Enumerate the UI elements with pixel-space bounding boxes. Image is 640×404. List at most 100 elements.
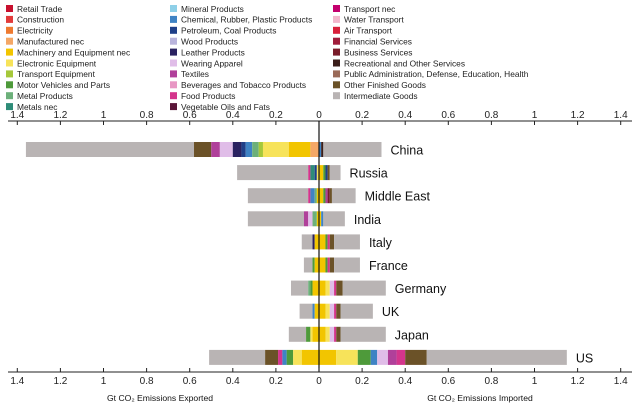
tick-label: 0 bbox=[316, 376, 322, 387]
legend-label: Beverages and Tobacco Products bbox=[181, 80, 306, 90]
legend-swatch bbox=[6, 48, 13, 56]
bar-segment-exported bbox=[25, 142, 195, 157]
legend-label: Wearing Apparel bbox=[181, 58, 243, 68]
bar-segment-exported bbox=[258, 142, 263, 157]
legend-label: Metal Products bbox=[17, 91, 73, 101]
legend-swatch bbox=[333, 5, 340, 12]
bar-segment-imported bbox=[329, 326, 335, 342]
bar-segment-imported bbox=[336, 303, 341, 319]
bar-segment-imported bbox=[325, 234, 328, 250]
legend-label: Recreational and Other Services bbox=[344, 58, 465, 68]
bar-segment-exported bbox=[247, 188, 309, 204]
bar-segment-imported bbox=[321, 142, 324, 157]
legend-swatch bbox=[6, 81, 13, 89]
bar-segment-imported bbox=[323, 188, 326, 204]
legend-swatch bbox=[6, 5, 13, 12]
legend-label: Mineral Products bbox=[181, 4, 244, 14]
bar-segment-exported bbox=[308, 188, 311, 204]
bar-segment-imported bbox=[325, 188, 328, 204]
bar-segment-imported bbox=[327, 165, 330, 181]
tick-label: 1 bbox=[532, 376, 538, 387]
country-label: India bbox=[354, 213, 381, 227]
legend-swatch bbox=[170, 26, 177, 34]
bar-segment-imported bbox=[325, 165, 328, 181]
legend-label: Retail Trade bbox=[17, 4, 62, 14]
legend-swatch bbox=[170, 59, 177, 67]
legend-swatch bbox=[333, 81, 340, 89]
xlabel-exported: Gt CO₂ Emissions Exported bbox=[107, 393, 213, 403]
bar-segment-exported bbox=[194, 142, 212, 157]
tick-label: 0.6 bbox=[441, 376, 455, 387]
bar-segment-exported bbox=[312, 211, 317, 227]
legend-label: Electronic Equipment bbox=[17, 58, 97, 68]
legend-label: Business Services bbox=[344, 47, 412, 57]
bar-segment-exported bbox=[293, 349, 302, 365]
bar-segment-imported bbox=[334, 280, 337, 296]
bar-segment-imported bbox=[329, 165, 341, 181]
tick-label: 1.2 bbox=[571, 376, 585, 387]
bar-segment-imported bbox=[377, 349, 388, 365]
legend-label: Chemical, Rubber, Plastic Products bbox=[181, 15, 312, 25]
legend-label: Water Transport bbox=[344, 15, 404, 25]
legend-swatch bbox=[170, 92, 177, 100]
bar-segment-exported bbox=[299, 303, 313, 319]
country-label: Japan bbox=[395, 328, 429, 342]
legend-swatch bbox=[6, 37, 13, 45]
legend: Retail TradeConstructionElectricityManuf… bbox=[6, 4, 529, 112]
bar-segment-imported bbox=[357, 349, 371, 365]
bar-segment-exported bbox=[288, 142, 311, 157]
top-axis: 1.4 1.2 1 0.8 0.6 0.4 0.2 0 0.2 0.4 0.6 0.8 1 1.2 1.4 bbox=[8, 110, 632, 125]
legend-swatch bbox=[170, 37, 177, 45]
bar-segment-imported bbox=[319, 257, 326, 273]
tick-label: 0.6 bbox=[441, 110, 455, 121]
bar-segment-exported bbox=[232, 142, 242, 157]
bar-segment-exported bbox=[312, 257, 315, 273]
legend-label: Intermediate Goods bbox=[344, 91, 418, 101]
bar-segment-exported bbox=[306, 326, 311, 342]
bar-segment-exported bbox=[265, 349, 279, 365]
legend-swatch bbox=[333, 26, 340, 34]
bar-segment-exported bbox=[310, 326, 313, 342]
tick-label: 0.2 bbox=[269, 110, 283, 121]
country-label: Germany bbox=[395, 282, 447, 296]
bar-segment-exported bbox=[314, 188, 317, 204]
bar-segment-imported bbox=[329, 280, 335, 296]
legend-label: Leather Products bbox=[181, 47, 245, 57]
bar-segment-imported bbox=[323, 142, 382, 157]
legend-swatch bbox=[6, 103, 13, 111]
tick-label: 0.8 bbox=[484, 110, 498, 121]
bar-segment-exported bbox=[288, 326, 307, 342]
bar-segment-exported bbox=[301, 234, 313, 250]
bar-segment-exported bbox=[314, 257, 319, 273]
bar-segment-imported bbox=[325, 280, 330, 296]
tick-label: 0.8 bbox=[140, 376, 154, 387]
legend-label: Textiles bbox=[181, 69, 209, 79]
tick-label: 1.2 bbox=[53, 376, 67, 387]
legend-swatch bbox=[6, 59, 13, 67]
legend-swatch bbox=[333, 92, 340, 100]
tick-label: 0.4 bbox=[398, 110, 412, 121]
bar-segment-imported bbox=[334, 234, 360, 250]
bar-segment-exported bbox=[290, 280, 309, 296]
bar-segment-exported bbox=[211, 142, 220, 157]
tick-label: 1.4 bbox=[10, 110, 24, 121]
bar-segment-imported bbox=[325, 326, 330, 342]
bar-segment-exported bbox=[308, 211, 313, 227]
bar-segment-imported bbox=[336, 326, 341, 342]
bar-segment-exported bbox=[310, 280, 313, 296]
tick-label: 1 bbox=[101, 110, 107, 121]
bar-segment-imported bbox=[319, 280, 326, 296]
legend-label: Machinery and Equipment nec bbox=[17, 47, 130, 57]
legend-label: Air Transport bbox=[344, 26, 393, 36]
tick-label: 0 bbox=[316, 110, 322, 121]
legend-swatch bbox=[6, 26, 13, 34]
bar-segment-exported bbox=[282, 349, 287, 365]
legend-label: Public Administration, Defense, Educatio… bbox=[344, 69, 529, 79]
bar-segment-exported bbox=[308, 280, 311, 296]
bar-segment-imported bbox=[319, 188, 324, 204]
bar-segment-imported bbox=[334, 257, 360, 273]
legend-swatch bbox=[170, 48, 177, 56]
legend-label: Food Products bbox=[181, 91, 235, 101]
bar-segment-imported bbox=[340, 326, 386, 342]
